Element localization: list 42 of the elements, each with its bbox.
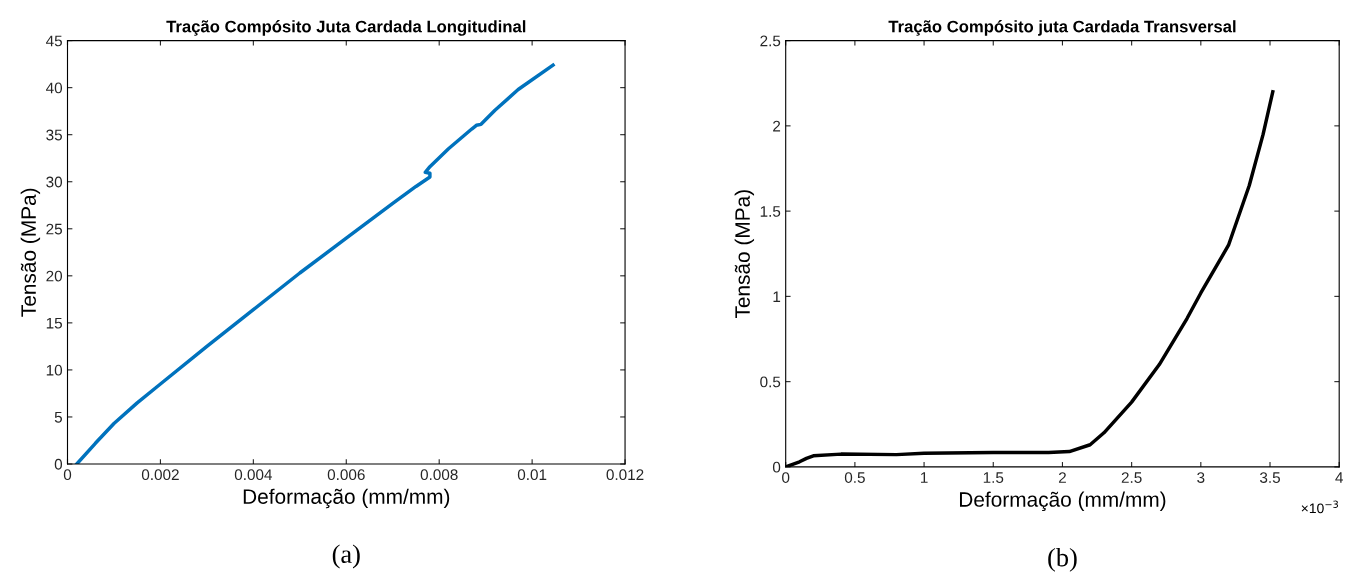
y-tick-label: 25 bbox=[46, 223, 62, 235]
x-tick-label: 4 bbox=[1335, 472, 1343, 483]
x-axis-title: Deformação (mm/mm) bbox=[243, 488, 450, 509]
x-tick-label: 0.5 bbox=[844, 472, 865, 483]
x-tick-label: 0 bbox=[63, 469, 72, 481]
text: (a) bbox=[332, 544, 360, 569]
line-series bbox=[75, 63, 555, 464]
x-tick-label: 0.004 bbox=[234, 469, 273, 481]
chart-title: Tração Compósito Juta Cardada Longitudinal bbox=[166, 20, 526, 36]
x-axis-title: Deformação (mm/mm) bbox=[959, 491, 1166, 512]
x-tick-label: 2 bbox=[1058, 472, 1066, 483]
x-tick-label: 0.006 bbox=[327, 469, 365, 481]
y-tick-label: 0 bbox=[54, 458, 63, 470]
chart-title: Tração Compósito juta Cardada Transversal bbox=[888, 20, 1236, 36]
y-tick-label: 40 bbox=[46, 82, 63, 94]
text: (b) bbox=[1048, 547, 1077, 572]
x-tick-label: 3 bbox=[1197, 472, 1205, 483]
x-tick-label: 0.008 bbox=[420, 469, 458, 481]
x-tick-label: 2.5 bbox=[1121, 472, 1142, 483]
y-tick-label: 1 bbox=[773, 291, 781, 302]
y-axis-title: Tensão (MPa) bbox=[734, 190, 755, 319]
y-tick-label: 2 bbox=[773, 120, 781, 132]
x-tick-label: 1 bbox=[920, 472, 928, 483]
y-tick-label: 30 bbox=[46, 176, 63, 188]
y-tick-label: 45 bbox=[46, 35, 62, 47]
x-tick-label: 3.5 bbox=[1259, 472, 1280, 483]
y-tick-label: 5 bbox=[54, 411, 62, 423]
y-tick-label: 0 bbox=[772, 461, 781, 473]
x-tick-label: 1.5 bbox=[983, 472, 1004, 483]
y-tick-label: 1.5 bbox=[760, 206, 781, 217]
y-tick-label: 20 bbox=[46, 270, 63, 282]
x-tick-label: 0.01 bbox=[517, 469, 547, 481]
y-tick-label: 0.5 bbox=[760, 376, 781, 388]
x-tick-label: 0.002 bbox=[141, 469, 179, 481]
text: ×10$^{−3}$ bbox=[1301, 500, 1338, 514]
y-tick-label: 2.5 bbox=[760, 35, 781, 47]
x-tick-label: 0.012 bbox=[606, 469, 644, 481]
y-axis-title: Tensão (MPa) bbox=[20, 188, 41, 317]
y-tick-label: 15 bbox=[46, 317, 62, 329]
x-tick-label: 0 bbox=[782, 472, 790, 483]
y-tick-label: 35 bbox=[46, 129, 62, 141]
y-tick-label: 10 bbox=[46, 364, 63, 376]
